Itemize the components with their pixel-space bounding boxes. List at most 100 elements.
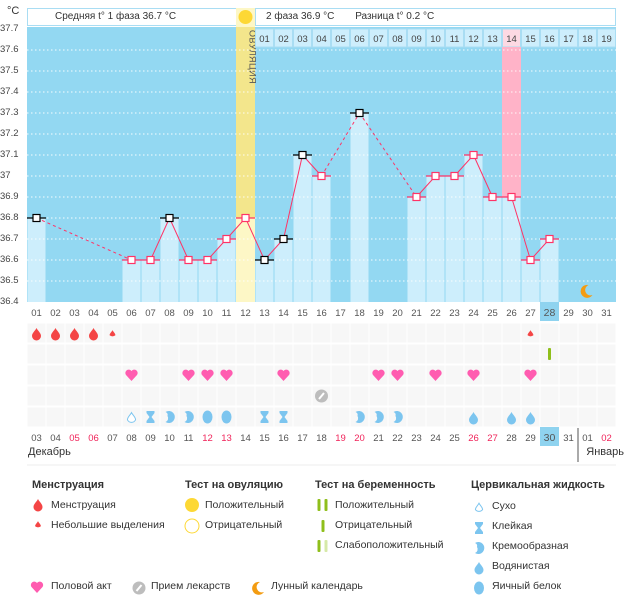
x-tick-label: 13 bbox=[259, 308, 270, 319]
date-label: 20 bbox=[354, 433, 365, 444]
date-label: 29 bbox=[525, 433, 536, 444]
ovulation-positive-icon bbox=[238, 10, 253, 24]
heart-icon bbox=[125, 369, 138, 381]
temperature-point bbox=[450, 171, 459, 181]
current-day-highlight bbox=[540, 302, 559, 321]
menstruation-icon bbox=[33, 499, 43, 512]
date-label: 12 bbox=[202, 433, 213, 444]
x-tick-label: 05 bbox=[107, 308, 118, 319]
temperature-point bbox=[279, 234, 288, 244]
y-tick-label: 36.9 bbox=[0, 191, 19, 202]
x-tick-label: 02 bbox=[50, 308, 61, 319]
phase2-summary: 2 фаза 36.9 °C Разница t° 0.2 °C bbox=[255, 8, 616, 26]
cycle-day-label: 19 bbox=[601, 34, 612, 45]
cycle-day-cell bbox=[312, 28, 331, 48]
cycle-day-cell bbox=[483, 28, 502, 48]
watery-icon bbox=[526, 412, 535, 425]
date-label: 11 bbox=[184, 433, 194, 444]
egg-white-icon bbox=[202, 410, 213, 424]
cycle-day-cell bbox=[597, 28, 616, 48]
creamy-icon bbox=[393, 411, 403, 423]
heart-icon bbox=[467, 369, 480, 381]
y-tick-label: 36.7 bbox=[0, 233, 19, 244]
egg-white-icon bbox=[474, 581, 484, 595]
temperature-point bbox=[203, 255, 212, 265]
cycle-day-cell bbox=[350, 28, 369, 48]
legend-moon-calendar: Лунный календарь bbox=[271, 580, 363, 592]
date-label: 10 bbox=[164, 433, 175, 444]
date-label: 26 bbox=[468, 433, 479, 444]
temperature-chart: ОВУЛЯЦИЯ 01 02 03 04 05 06 07 08 09 10 11 12 13 14 15 16… bbox=[26, 8, 617, 466]
cycle-day-cell bbox=[521, 28, 540, 48]
temperature-line bbox=[473, 154, 493, 198]
watery-icon bbox=[469, 412, 478, 425]
dry-icon bbox=[126, 411, 137, 423]
heart-icon bbox=[277, 369, 290, 381]
x-tick-label: 03 bbox=[69, 308, 80, 319]
legend-menstruation: Менструация bbox=[51, 499, 116, 511]
temperature-bar bbox=[350, 113, 369, 302]
ovulation-positive-icon bbox=[185, 498, 199, 512]
cycle-day-label: 05 bbox=[335, 34, 346, 45]
pregnancy-test-icon bbox=[548, 348, 551, 360]
temperature-line-dashed bbox=[359, 112, 417, 198]
cycle-day-label: 13 bbox=[487, 34, 498, 45]
cycle-day-label: 07 bbox=[373, 34, 384, 45]
pregnancy-test-icon bbox=[317, 540, 321, 552]
cycle-day-label: 16 bbox=[544, 34, 555, 45]
heart-icon bbox=[220, 369, 233, 381]
date-label: 14 bbox=[240, 433, 251, 444]
y-tick-label: 37.3 bbox=[0, 107, 19, 118]
heart-icon bbox=[524, 369, 537, 381]
x-tick-label: 28 bbox=[544, 307, 556, 319]
creamy-icon bbox=[184, 411, 194, 423]
temperature-point bbox=[412, 192, 421, 202]
temperature-bar bbox=[464, 155, 483, 302]
cycle-day-cell bbox=[540, 28, 559, 48]
temperature-point bbox=[317, 171, 326, 181]
temperature-point bbox=[355, 108, 364, 118]
cycle-day-cell bbox=[407, 28, 426, 48]
y-tick-label: 36.6 bbox=[0, 254, 19, 265]
legend-pregnancy-negative: Отрицательный bbox=[335, 519, 413, 531]
cycle-day-label: 09 bbox=[411, 34, 422, 45]
x-tick-label: 23 bbox=[449, 308, 460, 319]
date-label: 23 bbox=[411, 433, 422, 444]
icon-row-background bbox=[26, 322, 617, 344]
cycle-day-cell bbox=[559, 28, 578, 48]
date-label: 18 bbox=[316, 433, 327, 444]
temperature-point bbox=[32, 213, 41, 223]
date-label: 24 bbox=[430, 433, 441, 444]
cycle-day-14-column bbox=[502, 47, 521, 197]
temperature-point bbox=[146, 255, 155, 265]
watery-icon bbox=[507, 412, 516, 425]
legend-intercourse: Половой акт bbox=[51, 580, 112, 592]
creamy-icon bbox=[355, 411, 365, 423]
temperature-line bbox=[511, 196, 531, 261]
moon-icon bbox=[580, 284, 593, 298]
legend-cervical-eggwhite: Яичный белок bbox=[492, 580, 562, 592]
date-label: 16 bbox=[278, 433, 289, 444]
date-label: 31 bbox=[563, 433, 574, 444]
x-tick-label: 19 bbox=[373, 308, 384, 319]
temperature-bar bbox=[445, 176, 464, 302]
cycle-day-cell bbox=[426, 28, 445, 48]
dry-icon bbox=[474, 502, 484, 512]
pill-icon-stripe bbox=[135, 584, 143, 592]
menstruation-icon bbox=[70, 328, 79, 341]
date-label: 13 bbox=[221, 433, 232, 444]
temperature-point bbox=[127, 255, 136, 265]
temperature-bar bbox=[274, 239, 293, 302]
egg-white-icon bbox=[221, 410, 232, 424]
x-tick-label: 29 bbox=[563, 308, 574, 319]
legend-cervical-dry: Сухо bbox=[492, 500, 516, 512]
date-label: 15 bbox=[259, 433, 270, 444]
x-tick-label: 16 bbox=[316, 308, 327, 319]
spotting-icon bbox=[109, 330, 116, 337]
ovulation-negative-icon bbox=[184, 518, 200, 534]
legend-pregnancy-weak: Слабоположительный bbox=[335, 539, 444, 551]
cycle-day-label: 15 bbox=[525, 34, 536, 45]
month-december: Декабрь bbox=[28, 446, 71, 458]
legend-cervical-title: Цервикальная жидкость bbox=[471, 479, 605, 491]
